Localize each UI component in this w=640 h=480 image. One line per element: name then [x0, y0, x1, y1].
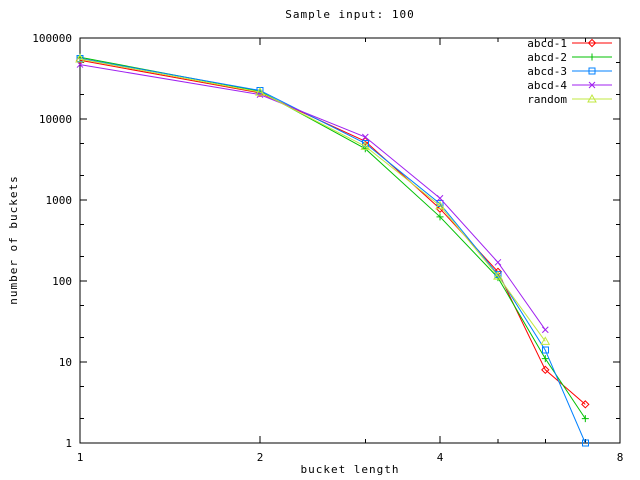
point-marker-plus	[541, 355, 549, 363]
legend-label: abcd-2	[527, 51, 567, 64]
y-tick-label: 10000	[39, 113, 72, 126]
point-marker-triangle	[587, 93, 597, 103]
point-marker-triangle	[493, 271, 503, 280]
series-line-abcd-3	[79, 57, 586, 444]
point-marker-diamond	[541, 365, 550, 375]
series-line-abcd-1	[79, 59, 586, 405]
x-tick-label: 8	[617, 451, 624, 464]
point-marker-triangle	[435, 200, 445, 210]
point-marker-triangle	[255, 87, 265, 96]
series-line-abcd-4	[79, 64, 546, 331]
y-axis-label: number of buckets	[7, 175, 20, 305]
point-marker-triangle	[360, 141, 371, 150]
point-marker-plus	[581, 415, 589, 423]
point-marker-plus	[436, 213, 444, 221]
x-axis-label: bucket length	[300, 463, 400, 476]
point-marker-x	[541, 326, 549, 334]
x-tick-label: 4	[437, 451, 444, 464]
y-tick-label: 100000	[32, 32, 72, 45]
legend-label: random	[527, 93, 567, 106]
y-tick-label: 1000	[46, 194, 73, 207]
legend-label: abcd-1	[527, 37, 567, 50]
series-line-random	[79, 58, 546, 342]
point-marker-x	[361, 133, 369, 141]
point-marker-triangle	[540, 336, 551, 345]
legend-label: abcd-3	[527, 65, 567, 78]
y-tick-label: 100	[52, 275, 72, 288]
series-line-abcd-2	[79, 56, 586, 419]
chart-title: Sample input: 100	[285, 8, 415, 21]
point-marker-square	[541, 346, 549, 354]
point-marker-x	[494, 258, 502, 266]
y-tick-label: 10	[59, 356, 72, 369]
plot-border	[79, 37, 621, 444]
x-tick-label: 1	[77, 451, 84, 464]
point-marker-x	[436, 194, 444, 202]
x-tick-label: 2	[257, 451, 264, 464]
point-marker-plus	[588, 53, 596, 61]
point-marker-x	[76, 61, 84, 68]
point-marker-square	[581, 439, 589, 447]
y-tick-label: 1	[65, 437, 72, 450]
legend-label: abcd-4	[527, 79, 567, 92]
point-marker-triangle	[75, 54, 85, 63]
point-marker-diamond	[587, 38, 597, 48]
point-marker-square	[588, 67, 596, 75]
point-marker-x	[588, 81, 596, 89]
point-marker-diamond	[581, 400, 590, 409]
point-marker-diamond	[435, 204, 445, 213]
